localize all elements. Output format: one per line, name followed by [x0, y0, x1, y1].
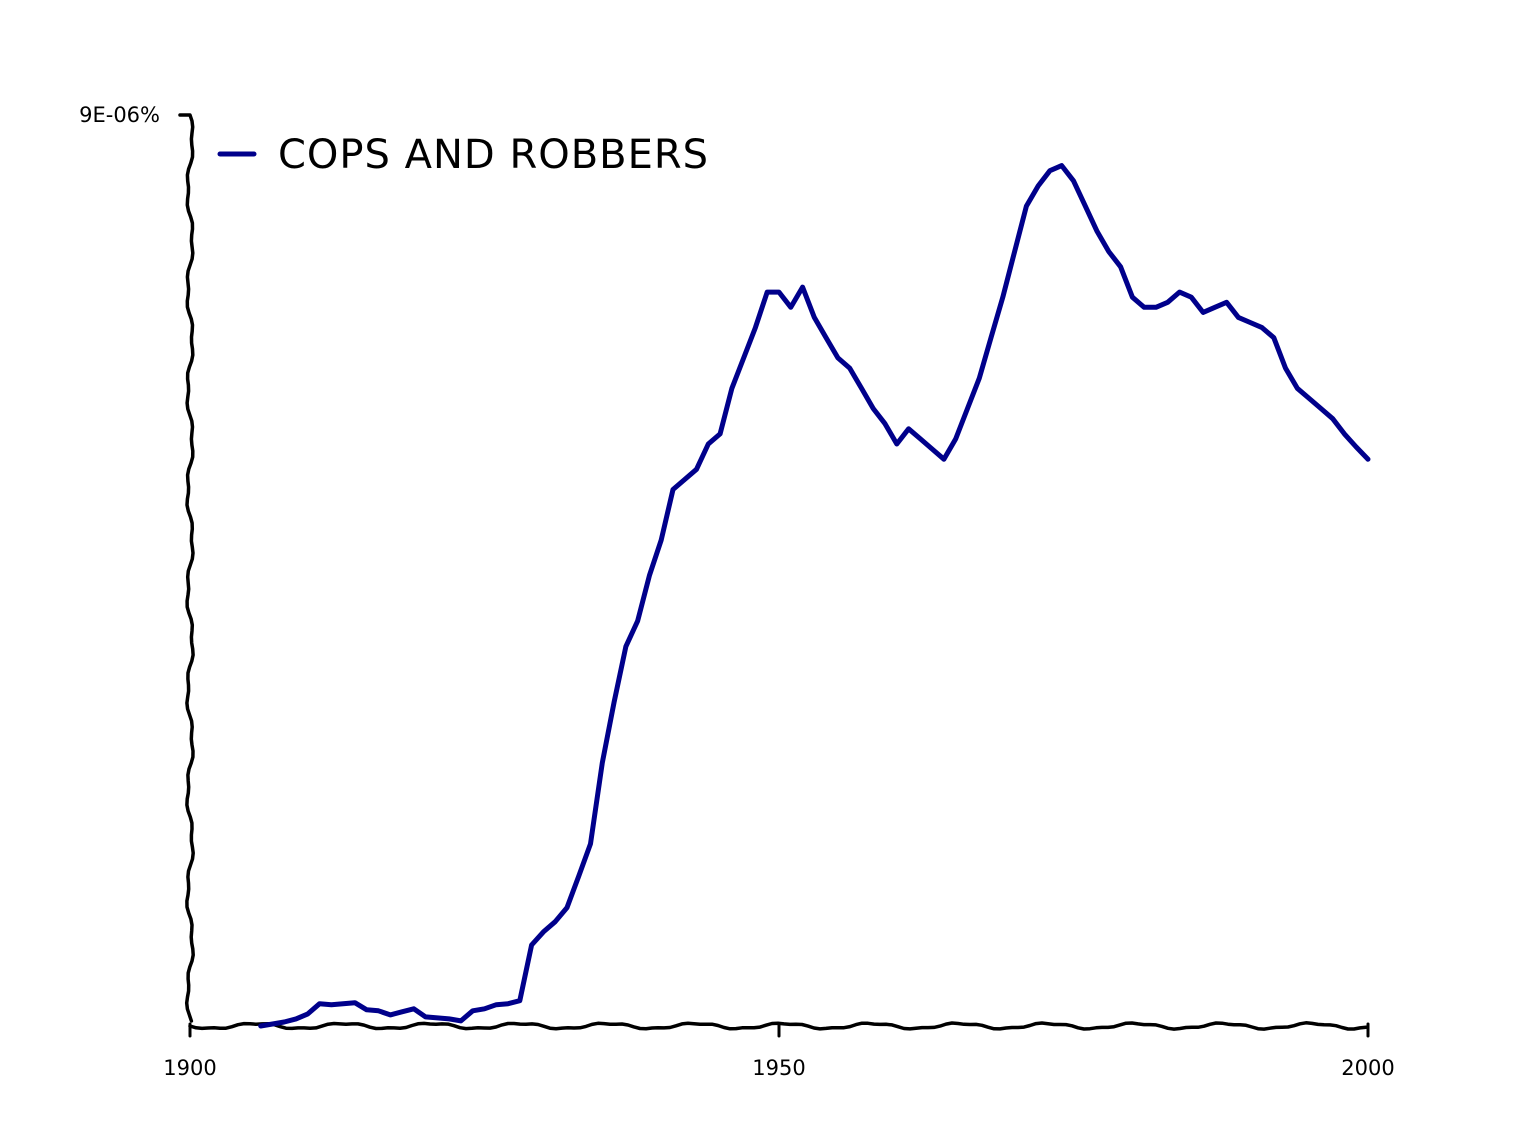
axes: 1900 1950 2000 9E-06%	[79, 103, 1395, 1080]
y-axis-line	[178, 113, 195, 1023]
series-line-0	[258, 163, 1371, 1029]
x-tick-label-1900: 1900	[163, 1056, 216, 1080]
legend: COPS AND ROBBERS	[217, 132, 709, 178]
legend-label-0: COPS AND ROBBERS	[278, 132, 709, 178]
y-tick-label-top: 9E-06%	[79, 103, 160, 127]
series-layer	[258, 163, 1371, 1029]
x-tick-label-2000: 2000	[1341, 1056, 1394, 1080]
x-tick-label-1950: 1950	[752, 1056, 805, 1080]
